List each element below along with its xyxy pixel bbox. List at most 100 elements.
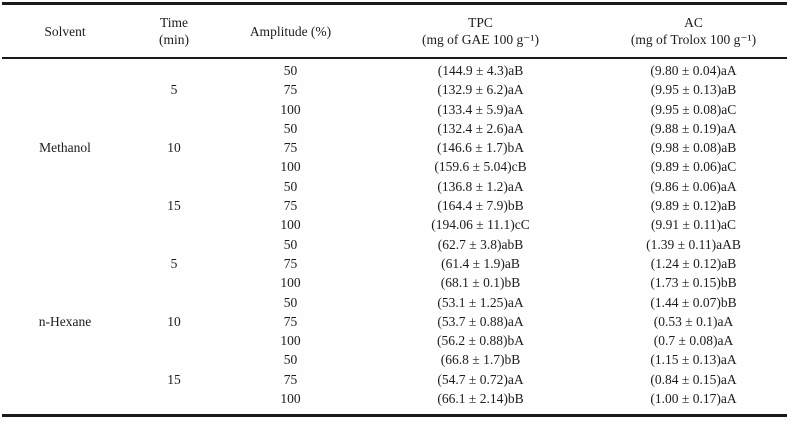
table-body: 50 (144.9 ± 4.3)aB (9.80 ± 0.04)aA 5 75 (132.…: [0, 57, 789, 408]
table-row: 15 75 (54.7 ± 0.72)aA (0.84 ± 0.15)aA: [0, 370, 789, 389]
cell-ac: (0.84 ± 0.15)aA: [650, 371, 737, 387]
column-header-tpc: TPC (mg of GAE 100 g⁻¹): [363, 5, 598, 57]
cell-ac: (1.00 ± 0.17)aA: [650, 391, 737, 407]
table-row: n-Hexane 10 75 (53.7 ± 0.88)aA (0.53 ± 0.1)a…: [0, 312, 789, 331]
cell-solvent: [0, 350, 130, 369]
table-row: 50 (136.8 ± 1.2)aA (9.86 ± 0.06)aA: [0, 177, 789, 196]
table-row: 100 (159.6 ± 5.04)cB (9.89 ± 0.06)aC: [0, 157, 789, 176]
cell-ac: (9.80 ± 0.04)aA: [650, 63, 737, 78]
cell-ac: (9.98 ± 0.08)aB: [650, 140, 737, 156]
cell-tpc: (132.9 ± 6.2)aA: [437, 82, 524, 98]
cell-time: 15: [167, 371, 181, 387]
cell-amplitude: 50: [283, 120, 298, 136]
cell-tpc: (66.1 ± 2.14)bB: [437, 391, 524, 407]
cell-solvent: [0, 57, 130, 80]
cell-tpc: (66.8 ± 1.7)bB: [440, 352, 521, 368]
cell-solvent: [0, 177, 130, 196]
cell-amplitude: 50: [283, 178, 298, 194]
table-row: 5 75 (132.9 ± 6.2)aA (9.95 ± 0.13)aB: [0, 80, 789, 99]
cell-tpc: (133.4 ± 5.9)aA: [437, 101, 524, 117]
cell-amplitude: 100: [280, 101, 301, 117]
cell-ac: (9.95 ± 0.13)aB: [650, 82, 737, 98]
table-row: 50 (53.1 ± 1.25)aA (1.44 ± 0.07)bB: [0, 293, 789, 312]
cell-time: [130, 350, 218, 369]
cell-amplitude: 100: [280, 217, 301, 233]
cell-amplitude: 50: [283, 236, 298, 252]
cell-time: [130, 119, 218, 138]
cell-time: [130, 235, 218, 254]
cell-ac: (9.88 ± 0.19)aA: [650, 120, 737, 136]
cell-tpc: (53.1 ± 1.25)aA: [437, 294, 524, 310]
header-row: Solvent Time (min) Amplitude (%) TPC (mg…: [0, 5, 789, 57]
cell-time: [130, 331, 218, 350]
cell-amplitude: 50: [283, 63, 298, 78]
table-row: 100 (56.2 ± 0.88)bA (0.7 ± 0.08)aA: [0, 331, 789, 350]
header-label: Solvent: [44, 23, 86, 39]
cell-time: [130, 215, 218, 234]
table-row: 100 (133.4 ± 5.9)aA (9.95 ± 0.08)aC: [0, 100, 789, 119]
cell-amplitude: 75: [283, 82, 298, 98]
column-header-solvent: Solvent: [0, 5, 130, 57]
cell-amplitude: 100: [280, 275, 301, 291]
cell-solvent: n-Hexane: [38, 313, 92, 329]
cell-time: [130, 273, 218, 292]
cell-amplitude: 50: [283, 352, 298, 368]
cell-ac: (1.44 ± 0.07)bB: [650, 294, 737, 310]
table-bottom-rule: [2, 414, 787, 417]
header-label: AC: [684, 15, 703, 30]
table-row: 100 (194.06 ± 11.1)cC (9.91 ± 0.11)aC: [0, 215, 789, 234]
header-label: Amplitude (%): [249, 23, 332, 39]
cell-tpc: (146.6 ± 1.7)bA: [437, 140, 524, 156]
cell-tpc: (164.4 ± 7.9)bB: [437, 198, 524, 214]
cell-solvent: [0, 80, 130, 99]
cell-solvent: [0, 196, 130, 215]
cell-time: [130, 57, 218, 80]
cell-tpc: (62.7 ± 3.8)abB: [437, 236, 524, 252]
cell-solvent: [0, 254, 130, 273]
header-divider-rule: [2, 57, 787, 59]
cell-solvent: [0, 389, 130, 408]
cell-amplitude: 75: [283, 140, 298, 156]
cell-tpc: (53.7 ± 0.88)aA: [437, 313, 524, 329]
column-header-ac: AC (mg of Trolox 100 g⁻¹): [598, 5, 789, 57]
header-unit: (min): [159, 32, 189, 47]
cell-amplitude: 100: [280, 159, 301, 175]
cell-solvent: [0, 331, 130, 350]
solvent-extraction-results-table: Solvent Time (min) Amplitude (%) TPC (mg…: [0, 5, 789, 408]
header-unit: (mg of Trolox 100 g⁻¹): [630, 32, 757, 47]
cell-amplitude: 75: [283, 198, 298, 214]
cell-amplitude: 50: [283, 294, 298, 310]
cell-time: 15: [167, 198, 181, 214]
table-row: Methanol 10 75 (146.6 ± 1.7)bA (9.98 ± 0.08)…: [0, 138, 789, 157]
cell-solvent: [0, 100, 130, 119]
table-row: 50 (62.7 ± 3.8)abB (1.39 ± 0.11)aAB: [0, 235, 789, 254]
cell-tpc: (144.9 ± 4.3)aB: [437, 63, 524, 78]
cell-time: 5: [170, 82, 178, 98]
cell-tpc: (61.4 ± 1.9)aB: [441, 255, 520, 271]
cell-amplitude: 75: [283, 255, 298, 271]
cell-ac: (9.86 ± 0.06)aA: [650, 178, 737, 194]
cell-time: 10: [167, 140, 181, 156]
table-header: Solvent Time (min) Amplitude (%) TPC (mg…: [0, 5, 789, 57]
cell-solvent: [0, 293, 130, 312]
header-label: TPC: [468, 15, 493, 30]
cell-tpc: (56.2 ± 0.88)bA: [437, 333, 524, 349]
cell-ac: (1.39 ± 0.11)aAB: [646, 236, 741, 252]
cell-amplitude: 75: [283, 371, 298, 387]
cell-tpc: (68.1 ± 0.1)bB: [440, 275, 521, 291]
cell-amplitude: 75: [283, 313, 298, 329]
cell-solvent: [0, 235, 130, 254]
table-row: 50 (144.9 ± 4.3)aB (9.80 ± 0.04)aA: [0, 57, 789, 80]
cell-time: [130, 177, 218, 196]
cell-tpc: (54.7 ± 0.72)aA: [437, 371, 524, 387]
table-row: 5 75 (61.4 ± 1.9)aB (1.24 ± 0.12)aB: [0, 254, 789, 273]
cell-tpc: (136.8 ± 1.2)aA: [437, 178, 524, 194]
cell-time: 10: [167, 313, 181, 329]
cell-solvent: [0, 273, 130, 292]
cell-ac: (1.73 ± 0.15)bB: [650, 275, 737, 291]
header-label: Time: [159, 15, 188, 30]
cell-amplitude: 100: [280, 333, 301, 349]
cell-time: [130, 389, 218, 408]
cell-ac: (1.15 ± 0.13)aA: [650, 352, 737, 368]
